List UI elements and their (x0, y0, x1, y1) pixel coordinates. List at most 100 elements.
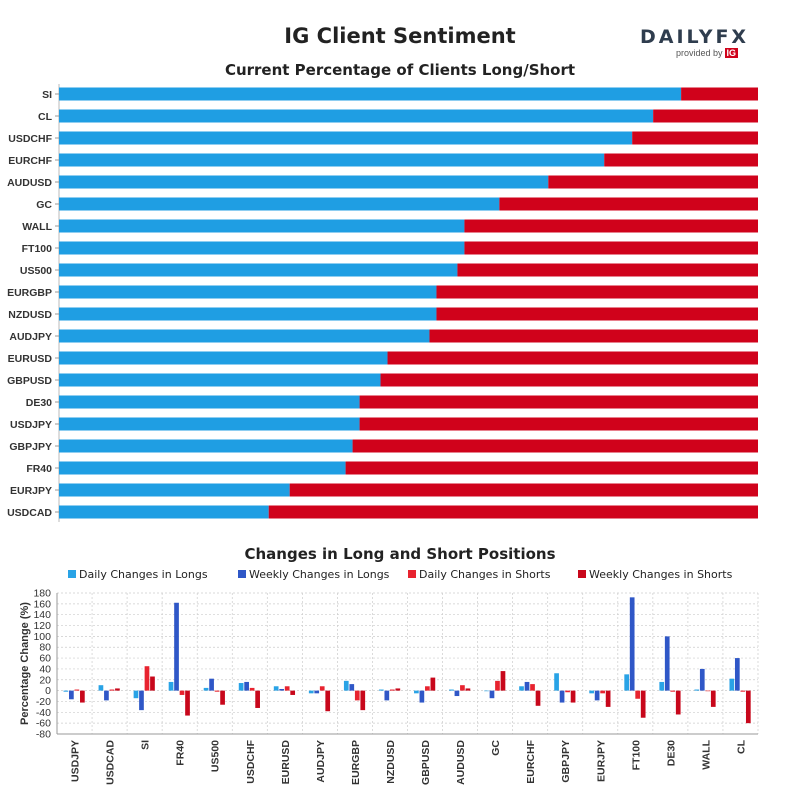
change-bar (629, 597, 635, 691)
change-bar (745, 690, 751, 724)
change-bar (80, 690, 85, 703)
short-bar (345, 461, 758, 475)
long-bar (59, 351, 388, 365)
changes-category-label: SI (140, 740, 152, 750)
short-bar (352, 439, 758, 453)
change-bar (524, 681, 530, 691)
change-bar (314, 690, 320, 694)
legend-label: Weekly Changes in Longs (249, 568, 390, 581)
change-bar (395, 688, 401, 691)
change-bar (705, 690, 711, 692)
sentiment-category-label: AUDJPY (9, 331, 52, 343)
changes-category-label: GBPJPY (560, 740, 572, 783)
changes-y-tick-label: -20 (36, 696, 51, 708)
change-bar (185, 690, 190, 716)
short-bar (436, 307, 758, 321)
change-bar (605, 690, 611, 707)
sentiment-category-label: FT100 (22, 243, 53, 255)
change-bar (530, 684, 535, 691)
changes-y-tick-label: 20 (39, 674, 51, 686)
change-bar (419, 690, 425, 703)
change-bar (430, 677, 436, 691)
change-bar (500, 671, 506, 691)
changes-category-label: FT100 (630, 740, 642, 771)
short-bar (359, 417, 758, 431)
change-bar (115, 688, 120, 691)
change-bar (220, 690, 225, 705)
change-bar (209, 678, 214, 691)
long-bar (59, 395, 360, 409)
change-bar (664, 636, 670, 691)
change-bar (449, 689, 454, 691)
changes-category-label: DE30 (665, 740, 677, 766)
sentiment-category-label: FR40 (26, 463, 52, 475)
changes-category-label: WALL (700, 739, 712, 769)
change-bar (150, 676, 155, 691)
change-bar (710, 690, 716, 707)
legend-item: Daily Changes in Shorts (408, 568, 550, 581)
change-bar (244, 681, 249, 691)
change-bar (255, 690, 260, 708)
changes-y-tick-label: 60 (39, 653, 51, 665)
long-bar (59, 153, 605, 167)
change-bar (308, 690, 314, 694)
changes-category-label: AUDJPY (315, 740, 327, 783)
change-bar (63, 690, 69, 692)
change-bar (109, 689, 115, 691)
changes-category-label: US500 (210, 740, 222, 772)
short-bar (380, 373, 758, 387)
sentiment-category-label: GC (36, 199, 52, 211)
changes-y-tick-label: 40 (39, 663, 51, 675)
page-title: IG Client Sentiment (284, 24, 516, 48)
changes-category-label: EURGBP (350, 740, 362, 785)
changes-category-label: USDCAD (105, 740, 117, 785)
changes-y-tick-label: -40 (36, 707, 51, 719)
long-bar (59, 505, 269, 519)
change-bar (133, 690, 139, 699)
changes-category-label: GC (490, 740, 502, 756)
sentiment-category-label: NZDUSD (8, 309, 52, 321)
legend-swatch (408, 570, 416, 578)
change-bar (565, 690, 570, 693)
change-bar (98, 685, 104, 691)
changes-y-tick-label: 180 (33, 588, 51, 600)
change-bar (670, 690, 676, 692)
change-bar (343, 680, 349, 691)
change-bar (360, 690, 366, 711)
change-bar (284, 686, 290, 691)
short-bar (604, 153, 758, 167)
changes-legend: Daily Changes in Longs Weekly Changes in … (0, 568, 800, 582)
change-bar (319, 686, 325, 691)
change-bar (535, 690, 541, 706)
change-bar (425, 686, 430, 691)
change-bar (740, 690, 746, 692)
long-bar (59, 131, 633, 145)
long-bar (59, 87, 682, 101)
changes-category-label: EURUSD (280, 740, 292, 785)
change-bar (694, 689, 700, 691)
short-bar (464, 219, 758, 233)
changes-y-tick-label: -80 (36, 729, 51, 741)
change-bar (489, 690, 495, 699)
short-bar (457, 263, 758, 277)
changes-category-label: GBPUSD (420, 740, 432, 785)
change-bar (354, 690, 360, 701)
change-bar (104, 690, 109, 701)
change-bar (624, 674, 630, 691)
changes-category-label: AUDUSD (455, 740, 467, 785)
legend-swatch (238, 570, 246, 578)
change-bar (238, 683, 244, 691)
legend-label: Daily Changes in Longs (79, 568, 208, 581)
change-bar (589, 690, 594, 694)
changes-y-tick-label: 120 (33, 620, 51, 632)
legend-item: Daily Changes in Longs (68, 568, 208, 581)
change-bar (214, 690, 220, 692)
change-bar (465, 688, 471, 691)
change-bar (384, 690, 390, 701)
change-bar (640, 690, 646, 718)
changes-chart-title: Changes in Long and Short Positions (244, 545, 556, 563)
legend-item: Weekly Changes in Longs (238, 568, 389, 581)
sentiment-chart-title: Current Percentage of Clients Long/Short (224, 61, 576, 79)
sentiment-category-label: EURUSD (8, 353, 53, 365)
change-bar (174, 602, 179, 691)
